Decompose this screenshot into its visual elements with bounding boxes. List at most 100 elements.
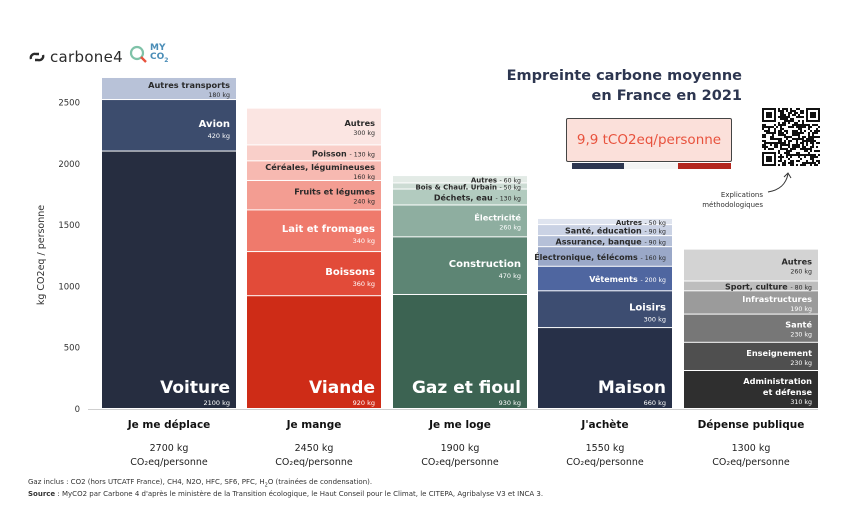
category-total: 1900 kg — [441, 443, 480, 454]
bar-segment — [247, 296, 381, 408]
segment-value: 340 kg — [353, 237, 375, 245]
segment-value: 360 kg — [353, 280, 375, 288]
segment-label: Déchets, eau - 130 kg — [434, 193, 521, 203]
segment-label: Sport, culture - 80 kg — [725, 282, 812, 291]
bar-segment — [684, 342, 818, 370]
qr-code-icon[interactable] — [762, 108, 820, 166]
segment-value: 660 kg — [644, 399, 666, 407]
category-label: Je me déplace — [127, 419, 211, 431]
segment-label: Autres - 50 kg — [616, 219, 666, 227]
segment-label: Autres - 60 kg — [471, 177, 521, 185]
segment-value: 300 kg — [644, 316, 666, 324]
bar-segment — [102, 100, 236, 151]
segment-value: 230 kg — [790, 360, 812, 367]
magnifier-icon — [129, 46, 147, 64]
segment-label: et défense — [763, 387, 813, 397]
segment-value: 310 kg — [790, 399, 812, 406]
segment-value: 190 kg — [790, 306, 812, 313]
bar-segment — [538, 236, 672, 247]
bar-segment — [393, 183, 527, 189]
segment-label: Électricité — [474, 211, 521, 222]
category-total: 1550 kg — [586, 443, 625, 454]
title-line-2: en France en 2021 — [591, 88, 742, 104]
bar-segment — [247, 161, 381, 180]
segment-label: Autres — [344, 118, 375, 128]
category-label: J'achète — [580, 419, 628, 431]
bar-segment — [247, 145, 381, 161]
segment-label: Céréales, légumineuses — [265, 162, 375, 172]
flag-stripe-white — [624, 163, 678, 169]
y-tick-label: 500 — [64, 344, 80, 354]
category-total: 2700 kg — [150, 443, 189, 454]
bar-segment — [538, 266, 672, 291]
segment-label: Loisirs — [629, 303, 666, 314]
bar-segment — [684, 291, 818, 314]
segment-label: Lait et fromages — [282, 224, 375, 235]
bar-segment — [538, 225, 672, 236]
segment-value: 300 kg — [353, 130, 375, 137]
bar-segment — [393, 237, 527, 294]
bar-segment — [393, 205, 527, 237]
source-label: Source — [28, 490, 56, 498]
category-total-unit: CO₂eq/personne — [275, 457, 353, 468]
gases-note: Gaz inclus : CO2 (hors UTCATF France), C… — [28, 478, 373, 489]
segment-value: 260 kg — [790, 269, 812, 276]
segment-label: Vêtements - 200 kg — [589, 274, 666, 284]
segment-label: Électronique, télécoms - 160 kg — [534, 251, 666, 262]
flag-stripe-blue — [572, 163, 624, 169]
bar-segment — [538, 291, 672, 328]
segment-label: Boissons — [325, 267, 375, 278]
bar-segment — [538, 247, 672, 266]
segment-label: Avion — [199, 119, 230, 130]
segment-label: Fruits et légumes — [294, 187, 375, 197]
bar-segment — [538, 328, 672, 408]
myco2-line1: MY — [150, 43, 166, 53]
segment-value: 470 kg — [499, 272, 521, 280]
segment-label: Construction — [449, 259, 521, 270]
segment-value: 230 kg — [790, 332, 812, 339]
category-total-unit: CO₂eq/personne — [421, 457, 499, 468]
y-tick-label: 2500 — [58, 99, 80, 109]
segment-label: Enseignement — [746, 348, 812, 358]
bar-segment — [684, 281, 818, 291]
category-total: 2450 kg — [295, 443, 334, 454]
bar-segment — [393, 189, 527, 205]
source-note: Source : MyCO2 par Carbone 4 d'après le … — [28, 490, 543, 498]
carbone4-logo: carbone4 — [28, 48, 123, 66]
segment-value: 420 kg — [208, 132, 230, 140]
category-total-unit: CO₂eq/personne — [130, 457, 208, 468]
methodology-note[interactable]: Explications méthodologiques — [702, 191, 763, 209]
bar-segment — [538, 218, 672, 225]
segment-label: Viande — [309, 378, 375, 398]
category-label: Dépense publique — [698, 419, 805, 431]
segment-label: Autres — [781, 257, 812, 267]
segment-label: Autres transports — [148, 80, 230, 90]
y-tick-label: 2000 — [58, 160, 80, 170]
category-total-unit: CO₂eq/personne — [712, 457, 790, 468]
segment-label: Voiture — [160, 378, 230, 398]
segment-label: Administration — [743, 376, 812, 386]
flag-stripe-red — [678, 163, 731, 169]
category-total: 1300 kg — [732, 443, 771, 454]
segment-value: 2100 kg — [204, 399, 231, 407]
bar-segment — [247, 210, 381, 252]
myco2-line2: CO2 — [150, 52, 169, 64]
segment-label: Bois & Chauf. Urbain - 50 kg — [415, 183, 521, 191]
bar-segment — [393, 176, 527, 183]
title-line-1: Empreinte carbone moyenne — [506, 68, 742, 84]
bar-segment — [102, 151, 236, 409]
category-label: Je me loge — [428, 419, 491, 431]
y-tick-label: 1500 — [58, 221, 80, 231]
segment-label: Assurance, banque - 90 kg — [556, 238, 667, 247]
segment-label: Infrastructures — [742, 294, 812, 304]
bar-segment — [684, 370, 818, 408]
y-tick-label: 0 — [75, 405, 80, 415]
curved-arrow-icon — [767, 172, 792, 193]
bar-segment — [247, 108, 381, 145]
segment-label: Poisson - 130 kg — [312, 149, 375, 158]
segment-label: Maison — [598, 378, 666, 398]
bar-segment — [393, 294, 527, 408]
total-footprint-label: 9,9 tCO2eq/personne — [576, 132, 722, 148]
y-tick-label: 1000 — [58, 282, 80, 292]
